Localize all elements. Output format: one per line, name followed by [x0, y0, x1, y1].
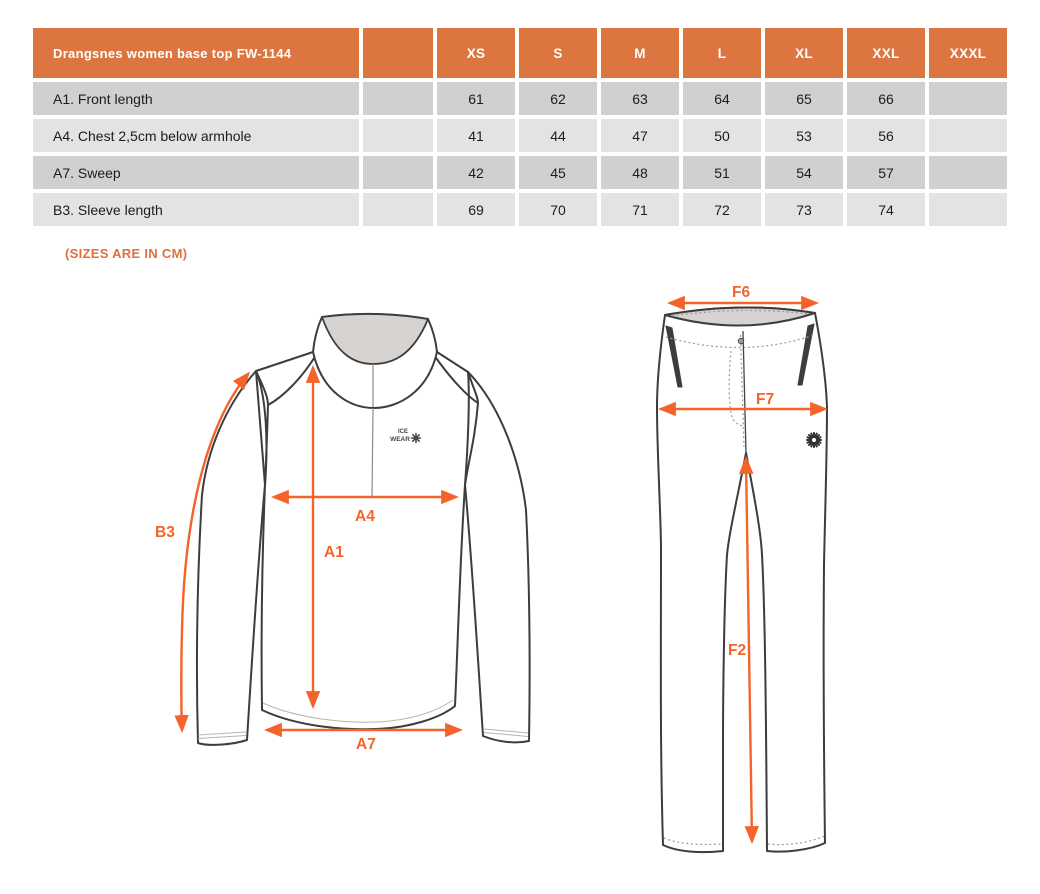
logo-gear-icon	[410, 432, 422, 444]
shirt-body	[255, 351, 470, 731]
sizes-in-cm-note: (SIZES ARE IN CM)	[65, 246, 188, 261]
icewear-logo: ICE WEAR	[390, 429, 422, 444]
value-cell: 54	[765, 156, 843, 189]
pants-body	[656, 306, 828, 854]
shirt-left-sleeve	[196, 370, 266, 746]
value-cell: 44	[519, 119, 597, 152]
value-cell: 65	[765, 82, 843, 115]
measurement-label: A4. Chest 2,5cm below armhole	[33, 119, 359, 152]
value-cell: 50	[683, 119, 761, 152]
label-a4: A4	[355, 508, 375, 525]
pants-right-pocket	[797, 323, 815, 386]
label-a1: A1	[324, 544, 344, 561]
empty-cell	[363, 119, 433, 152]
empty-cell	[363, 156, 433, 189]
value-cell: 45	[519, 156, 597, 189]
measurement-label: A1. Front length	[33, 82, 359, 115]
value-cell: 74	[847, 193, 925, 226]
label-f2: F2	[728, 642, 746, 659]
value-cell	[929, 156, 1007, 189]
size-header-xs: XS	[437, 28, 515, 78]
shirt-collar-inside	[321, 313, 429, 365]
value-cell: 51	[683, 156, 761, 189]
label-f7: F7	[756, 391, 774, 408]
pants-outline	[656, 306, 828, 854]
value-cell: 70	[519, 193, 597, 226]
base-top-diagram: ICE WEAR B3 A4 A1 A7	[155, 312, 531, 753]
size-header-s: S	[519, 28, 597, 78]
value-cell: 66	[847, 82, 925, 115]
size-header-xxxl: XXXL	[929, 28, 1007, 78]
value-cell: 64	[683, 82, 761, 115]
value-cell: 47	[601, 119, 679, 152]
value-cell: 61	[437, 82, 515, 115]
size-header-l: L	[683, 28, 761, 78]
value-cell	[929, 82, 1007, 115]
pants-diagram: F6 F7 F2	[656, 284, 829, 854]
logo-text-wear: WEAR	[390, 436, 410, 443]
value-cell: 71	[601, 193, 679, 226]
pants-left-pocket	[665, 325, 683, 388]
empty-cell	[363, 193, 433, 226]
value-cell: 63	[601, 82, 679, 115]
value-cell	[929, 119, 1007, 152]
empty-cell	[363, 82, 433, 115]
shirt-left-panel-seam	[267, 354, 317, 406]
value-cell: 41	[437, 119, 515, 152]
header-empty-cell	[363, 28, 433, 78]
shirt-zipper	[371, 364, 374, 497]
measurement-label: A7. Sweep	[33, 156, 359, 189]
size-header-xxl: XXL	[847, 28, 925, 78]
pants-stitching	[663, 309, 825, 846]
value-cell: 53	[765, 119, 843, 152]
shirt-outline	[196, 312, 531, 746]
size-header-xl: XL	[765, 28, 843, 78]
value-cell: 69	[437, 193, 515, 226]
label-f6: F6	[732, 284, 750, 301]
logo-text-ice: ICE	[398, 429, 408, 435]
shirt-right-panel-seam	[433, 354, 479, 404]
product-title: Drangsnes women base top FW-1144	[33, 28, 359, 78]
shirt-measurement-arrows	[174, 364, 464, 738]
measurement-label: B3. Sleeve length	[33, 193, 359, 226]
size-table: Drangsnes women base top FW-1144 XS S M …	[29, 24, 1011, 230]
value-cell: 72	[683, 193, 761, 226]
table-row: A4. Chest 2,5cm below armhole 41 44 47 5…	[33, 119, 1007, 152]
value-cell: 48	[601, 156, 679, 189]
value-cell: 42	[437, 156, 515, 189]
pants-button	[737, 337, 745, 345]
size-header-m: M	[601, 28, 679, 78]
shirt-right-sleeve	[464, 371, 531, 744]
snowflake-logo-icon	[806, 432, 822, 448]
value-cell: 62	[519, 82, 597, 115]
arrow-b3-sleeve	[174, 371, 250, 734]
value-cell	[929, 193, 1007, 226]
table-row: B3. Sleeve length 69 70 71 72 73 74	[33, 193, 1007, 226]
label-b3: B3	[155, 524, 175, 541]
value-cell: 73	[765, 193, 843, 226]
label-a7: A7	[356, 736, 376, 753]
table-row: A7. Sweep 42 45 48 51 54 57	[33, 156, 1007, 189]
arrow-f2-inseam	[739, 455, 759, 845]
value-cell: 57	[847, 156, 925, 189]
value-cell: 56	[847, 119, 925, 152]
pants-measurement-arrows	[657, 295, 829, 845]
table-row: A1. Front length 61 62 63 64 65 66	[33, 82, 1007, 115]
pants-front-seam	[742, 330, 747, 454]
table-header-row: Drangsnes women base top FW-1144 XS S M …	[33, 28, 1007, 78]
